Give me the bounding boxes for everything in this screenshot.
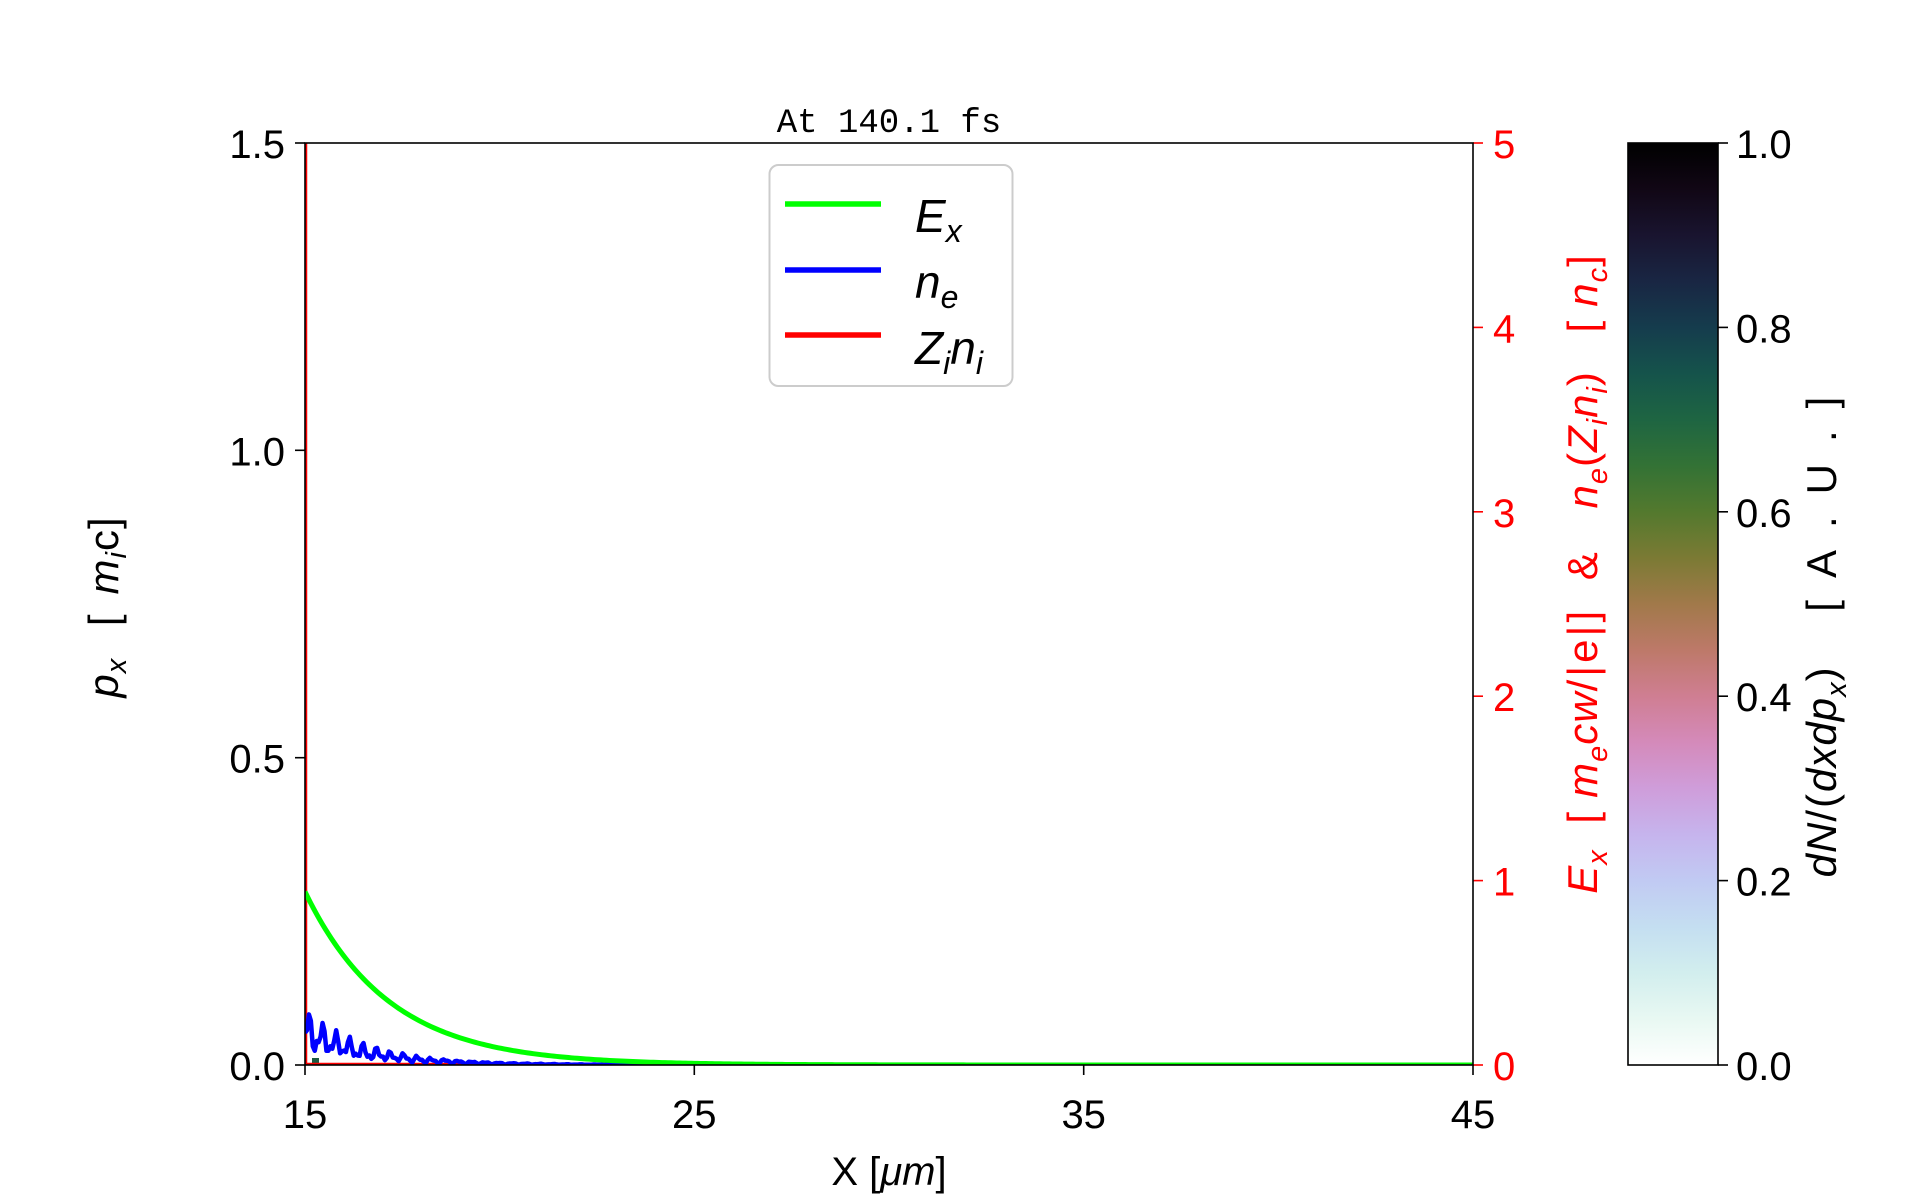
svg-text:X [μm]: X [μm]	[831, 1150, 946, 1194]
svg-text:0: 0	[1493, 1045, 1515, 1089]
svg-text:2: 2	[1493, 676, 1515, 720]
svg-text:0.0: 0.0	[1736, 1045, 1792, 1089]
svg-text:1.0: 1.0	[229, 430, 285, 474]
svg-text:At 140.1 fs: At 140.1 fs	[777, 105, 1001, 143]
svg-text:1: 1	[1493, 861, 1515, 905]
svg-text:35: 35	[1061, 1093, 1106, 1137]
svg-text:25: 25	[672, 1093, 717, 1137]
svg-text:0.4: 0.4	[1736, 676, 1792, 720]
svg-text:0.8: 0.8	[1736, 307, 1792, 351]
svg-text:0.2: 0.2	[1736, 861, 1792, 905]
svg-text:0.5: 0.5	[229, 738, 285, 782]
svg-text:1.0: 1.0	[1736, 123, 1792, 167]
svg-text:4: 4	[1493, 307, 1515, 351]
svg-text:0.0: 0.0	[229, 1045, 285, 1089]
svg-text:Ex [mecw/|e|] & ne(Zini): Ex [mecw/|e|] & ne(Zini) [nc]	[1559, 254, 1614, 894]
svg-text:15: 15	[283, 1093, 328, 1137]
svg-text:5: 5	[1493, 123, 1515, 167]
svg-text:45: 45	[1451, 1093, 1496, 1137]
svg-text:1.5: 1.5	[229, 123, 285, 167]
svg-text:0.6: 0.6	[1736, 492, 1792, 536]
svg-text:dN/(dxdpx) [A.U.]: dN/(dxdpx) [A.U.]	[1798, 375, 1853, 878]
svg-text:3: 3	[1493, 492, 1515, 536]
